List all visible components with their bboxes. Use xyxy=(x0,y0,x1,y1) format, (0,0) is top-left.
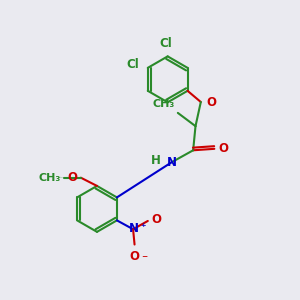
Text: ⁻: ⁻ xyxy=(141,253,147,266)
Text: O: O xyxy=(206,95,216,109)
Text: O: O xyxy=(151,213,161,226)
Text: Cl: Cl xyxy=(127,58,140,71)
Text: CH₃: CH₃ xyxy=(38,173,61,183)
Text: O: O xyxy=(219,142,229,155)
Text: ⁺: ⁺ xyxy=(140,223,146,233)
Text: CH₃: CH₃ xyxy=(152,99,174,110)
Text: Cl: Cl xyxy=(160,37,172,50)
Text: N: N xyxy=(167,156,177,169)
Text: O: O xyxy=(67,171,77,184)
Text: N: N xyxy=(129,222,139,235)
Text: O: O xyxy=(130,250,140,263)
Text: H: H xyxy=(151,154,161,167)
Text: methoxy: methoxy xyxy=(59,176,65,178)
